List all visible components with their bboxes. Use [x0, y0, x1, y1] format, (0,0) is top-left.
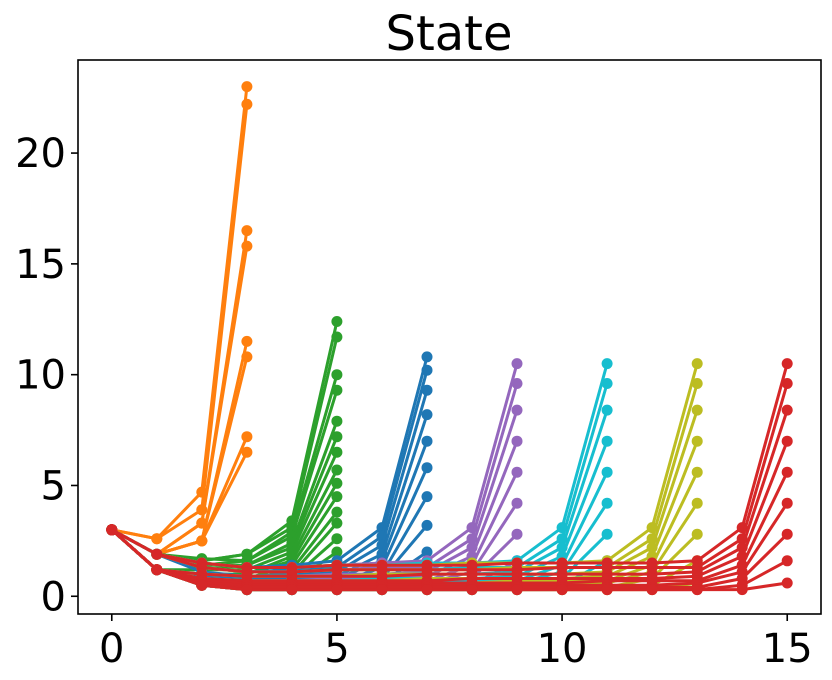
- data-point: [511, 528, 523, 540]
- data-point: [331, 316, 343, 327]
- data-point: [556, 584, 568, 596]
- data-point: [286, 584, 298, 596]
- data-point: [421, 462, 433, 474]
- data-point: [151, 548, 163, 560]
- data-point: [331, 331, 343, 343]
- data-point: [106, 524, 118, 536]
- data-point: [331, 384, 343, 396]
- data-point: [421, 384, 433, 396]
- data-point: [601, 378, 613, 389]
- data-point: [241, 98, 253, 110]
- series-line: [110, 502, 789, 587]
- data-point: [511, 435, 523, 447]
- data-point: [601, 497, 613, 509]
- data-point: [241, 431, 253, 443]
- data-point: [196, 579, 208, 591]
- data-point: [691, 584, 703, 596]
- data-point: [331, 477, 343, 489]
- y-tick-label: 0: [41, 574, 66, 620]
- data-point: [691, 404, 703, 416]
- data-point: [421, 364, 433, 376]
- data-point: [691, 497, 703, 509]
- data-point: [241, 225, 253, 237]
- data-point: [601, 466, 613, 478]
- data-point: [196, 535, 208, 547]
- data-point: [331, 446, 343, 458]
- data-point: [331, 506, 343, 518]
- y-tick-label: 20: [15, 131, 66, 177]
- data-point: [646, 584, 658, 596]
- data-point: [601, 584, 613, 596]
- data-point: [601, 404, 613, 416]
- series-line: [111, 363, 789, 569]
- y-tick-label: 10: [15, 353, 66, 399]
- data-point: [781, 404, 793, 416]
- data-point: [691, 528, 703, 540]
- data-point: [421, 584, 433, 596]
- data-point: [331, 369, 343, 381]
- data-point: [601, 528, 613, 540]
- data-point: [601, 435, 613, 447]
- x-tick-label: 5: [324, 626, 349, 672]
- series-line: [110, 440, 789, 583]
- data-point: [691, 466, 703, 478]
- data-point: [781, 435, 793, 447]
- data-point: [331, 517, 343, 529]
- data-point: [511, 497, 523, 509]
- data-point: [331, 415, 343, 427]
- data-point: [736, 584, 748, 596]
- data-point: [511, 584, 523, 596]
- data-point: [241, 81, 253, 93]
- plot-area-frame: [77, 59, 822, 615]
- x-tick-label: 10: [537, 626, 588, 672]
- data-point: [421, 409, 433, 421]
- data-point: [331, 533, 343, 545]
- data-point: [691, 435, 703, 447]
- y-tick-label: 5: [41, 463, 66, 509]
- data-point: [241, 335, 253, 347]
- data-point: [781, 497, 793, 509]
- data-point: [241, 240, 253, 252]
- data-point: [691, 378, 703, 389]
- data-point: [781, 378, 793, 389]
- data-point: [781, 555, 793, 567]
- data-point: [421, 519, 433, 531]
- data-point: [331, 464, 343, 476]
- data-point: [151, 564, 163, 576]
- data-point: [511, 358, 523, 370]
- series-line: [110, 471, 789, 585]
- data-point: [691, 358, 703, 370]
- data-point: [421, 491, 433, 503]
- data-point: [241, 584, 253, 596]
- data-point: [781, 466, 793, 478]
- data-point: [331, 584, 343, 596]
- data-point: [511, 466, 523, 478]
- data-point: [151, 533, 163, 545]
- data-point: [781, 577, 793, 589]
- series-line: [111, 383, 789, 574]
- series-line: [111, 104, 249, 541]
- data-point: [331, 431, 343, 443]
- data-point: [781, 528, 793, 540]
- data-point: [466, 584, 478, 596]
- x-tick-label: 0: [99, 626, 124, 672]
- data-point: [421, 546, 433, 558]
- data-point: [421, 351, 433, 363]
- chart-title: State: [385, 6, 512, 62]
- data-point: [331, 546, 343, 558]
- x-tick-label: 15: [762, 626, 813, 672]
- y-tick-label: 15: [15, 242, 66, 288]
- data-point: [421, 435, 433, 447]
- data-point: [376, 584, 388, 596]
- data-point: [331, 491, 343, 503]
- data-point: [241, 446, 253, 458]
- data-point: [511, 378, 523, 389]
- series-line: [110, 409, 789, 578]
- data-point: [601, 358, 613, 370]
- data-point: [241, 351, 253, 363]
- series-line: [110, 528, 788, 592]
- data-point: [781, 358, 793, 370]
- data-point: [511, 404, 523, 416]
